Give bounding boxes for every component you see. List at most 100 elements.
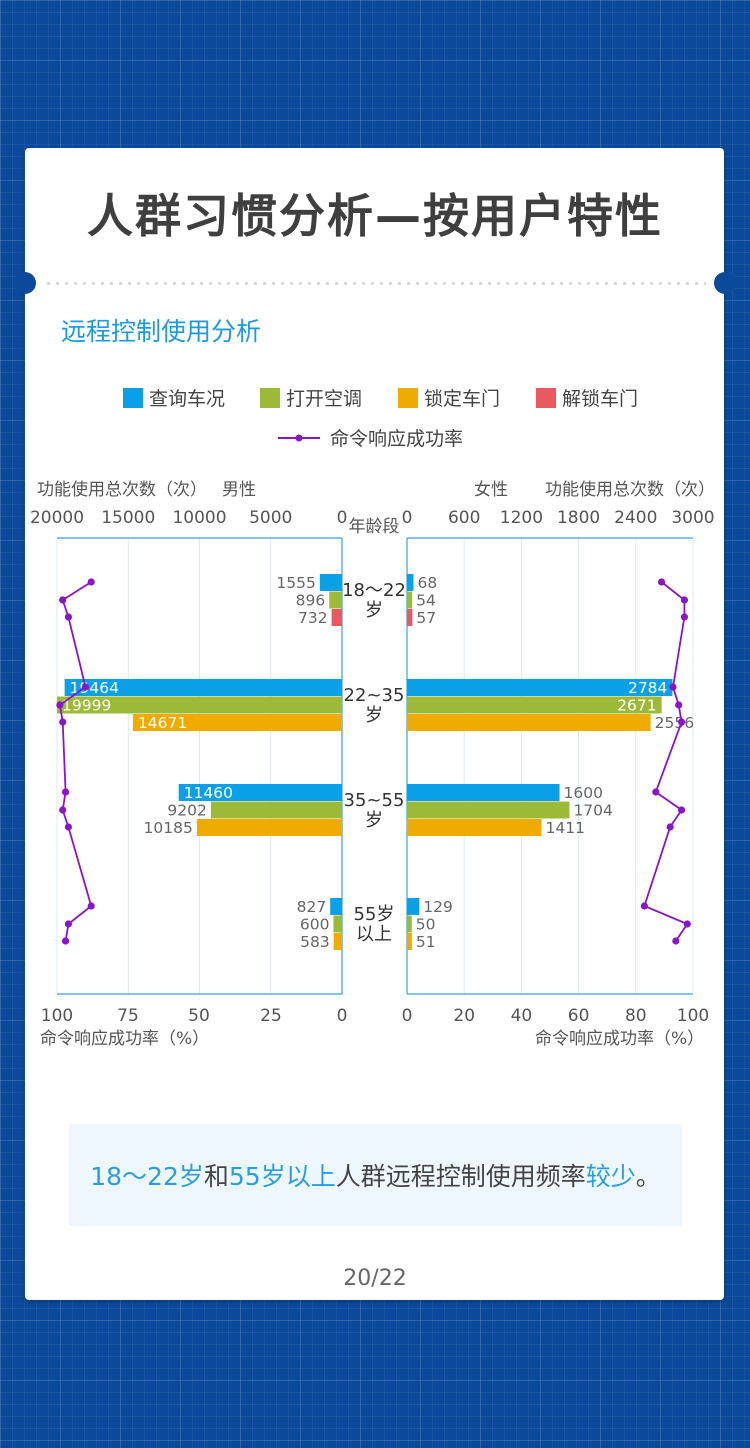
left-rate-point-10 [64,920,72,928]
right-bar-3-0 [407,898,420,915]
right-bar-2-2 [407,819,542,836]
right-rate-axis-title: 命令响应成功率（%） [535,1029,704,1049]
section-title: 远程控制使用分析 [61,317,262,346]
left-bar-2-1 [210,801,342,819]
left-rate-point-9 [87,902,95,910]
right-rate-point-7 [677,806,686,814]
left-rate-tick-2: 50 [188,1006,210,1026]
right-bar-label-2-2: 1411 [546,819,585,837]
left-bar-3-2 [333,933,342,950]
right-bar-1-2 [407,714,651,731]
right-bar-3-2 [407,933,412,950]
left-rate-point-8 [64,823,72,831]
left-bar-0-3 [331,609,342,626]
category-label-0: 18～22 岁 [342,580,406,621]
right-top-tick-0: 0 [402,508,413,528]
right-rate-point-8 [666,823,674,831]
page-title: 人群习惯分析—按用户特性 [87,189,663,243]
left-top-tick-0: 20000 [30,508,84,528]
right-top-tick-2: 1200 [500,508,543,528]
dotted-divider [44,282,706,285]
right-bar-label-0-0: 68 [417,574,437,592]
left-bar-1-0 [64,679,342,696]
right-rate-point-10 [683,920,691,928]
right-bar-1-1 [407,696,662,714]
left-bar-label-0-3: 732 [298,609,328,627]
legend-swatch-1 [123,388,143,408]
left-bar-label-0-1: 896 [296,592,326,610]
right-bar-2-0 [407,784,560,801]
category-label-1: 22~35 岁 [344,685,405,726]
right-rate-point-0 [657,578,666,586]
left-rate-tick-3: 25 [260,1006,282,1026]
right-bar-label-2-0: 1600 [564,784,603,802]
note-highlight-age-1: 18～22岁 [90,1162,204,1191]
note-text-middle: 人群远程控制使用频率 [335,1162,586,1191]
left-bar-0-1 [329,591,342,609]
left-rate-axis-title: 命令响应成功率（%） [40,1029,209,1049]
card-notch-left [14,272,36,294]
right-rate-point-11 [672,937,680,945]
left-bar-label-1-1: 19999 [62,697,111,715]
right-bar-label-1-0: 2784 [628,679,667,697]
left-rate-point-2 [64,613,72,621]
right-rate-tick-4: 80 [625,1006,647,1026]
category-label-2: 35~55 岁 [344,790,405,831]
left-bar-label-1-2: 14671 [138,714,187,732]
left-bar-label-3-0: 827 [297,898,327,916]
right-rate-point-9 [640,902,648,910]
left-top-tick-2: 10000 [172,508,226,528]
note-highlight-less: 较少 [585,1162,636,1191]
left-bar-label-1-0: 19464 [70,679,119,697]
right-bar-label-3-0: 129 [423,898,453,916]
right-rate-tick-1: 20 [453,1006,475,1026]
right-bar-label-0-3: 57 [416,609,436,627]
note-text-end: 。 [635,1162,661,1191]
right-top-tick-4: 2400 [614,508,657,528]
right-top-tick-1: 600 [448,508,480,528]
right-rate-point-6 [652,788,660,796]
note-highlight-age-2: 55岁以上 [228,1162,336,1191]
left-bar-3-1 [333,915,342,933]
left-axis-title: 功能使用总次数（次） [37,479,207,500]
left-rate-point-5 [59,718,67,726]
right-rate-tick-3: 60 [568,1006,590,1026]
legend-marker-rate [295,434,303,442]
card-notch-right [714,272,736,294]
summary-note: 18～22岁和 55岁以上 人群远程控制使用频率 较少。 [69,1124,682,1226]
right-bar-1-0 [407,679,673,696]
right-bar-0-0 [407,574,414,591]
left-bar-label-0-0: 1555 [276,574,315,592]
left-top-tick-1: 15000 [101,508,155,528]
right-bar-label-3-2: 51 [416,933,436,951]
left-rate-point-0 [87,578,95,586]
left-rate-point-6 [61,788,70,796]
right-bar-0-3 [407,609,413,626]
right-bar-2-1 [407,801,570,819]
left-bar-label-3-1: 600 [300,916,330,934]
left-bar-1-2 [132,714,342,731]
right-bar-label-2-1: 1704 [573,802,612,820]
right-top-tick-3: 1800 [557,508,600,528]
left-bar-1-1 [57,696,342,714]
left-bar-3-0 [330,898,342,915]
left-rate-point-4 [56,701,64,709]
left-rate-tick-0: 100 [41,1006,73,1026]
legend-swatch-2 [260,388,280,408]
left-gender-label: 男性 [222,480,256,500]
legend-label-2: 打开空调 [286,388,362,410]
right-rate-tick-5: 100 [677,1006,709,1026]
page-number: 20/22 [343,1266,407,1291]
center-axis-label: 年龄段 [349,517,400,537]
right-axis-title: 功能使用总次数（次） [545,479,715,500]
left-rate-tick-1: 75 [117,1006,139,1026]
right-bar-3-1 [407,915,412,933]
right-bar-label-1-2: 2556 [655,714,694,732]
legend-label-3: 锁定车门 [424,388,500,410]
right-gender-label: 女性 [474,480,508,500]
left-bar-label-2-2: 10185 [144,819,193,837]
left-rate-point-11 [61,937,70,945]
note-text-and: 和 [203,1162,229,1191]
legend-swatch-3 [398,388,418,408]
